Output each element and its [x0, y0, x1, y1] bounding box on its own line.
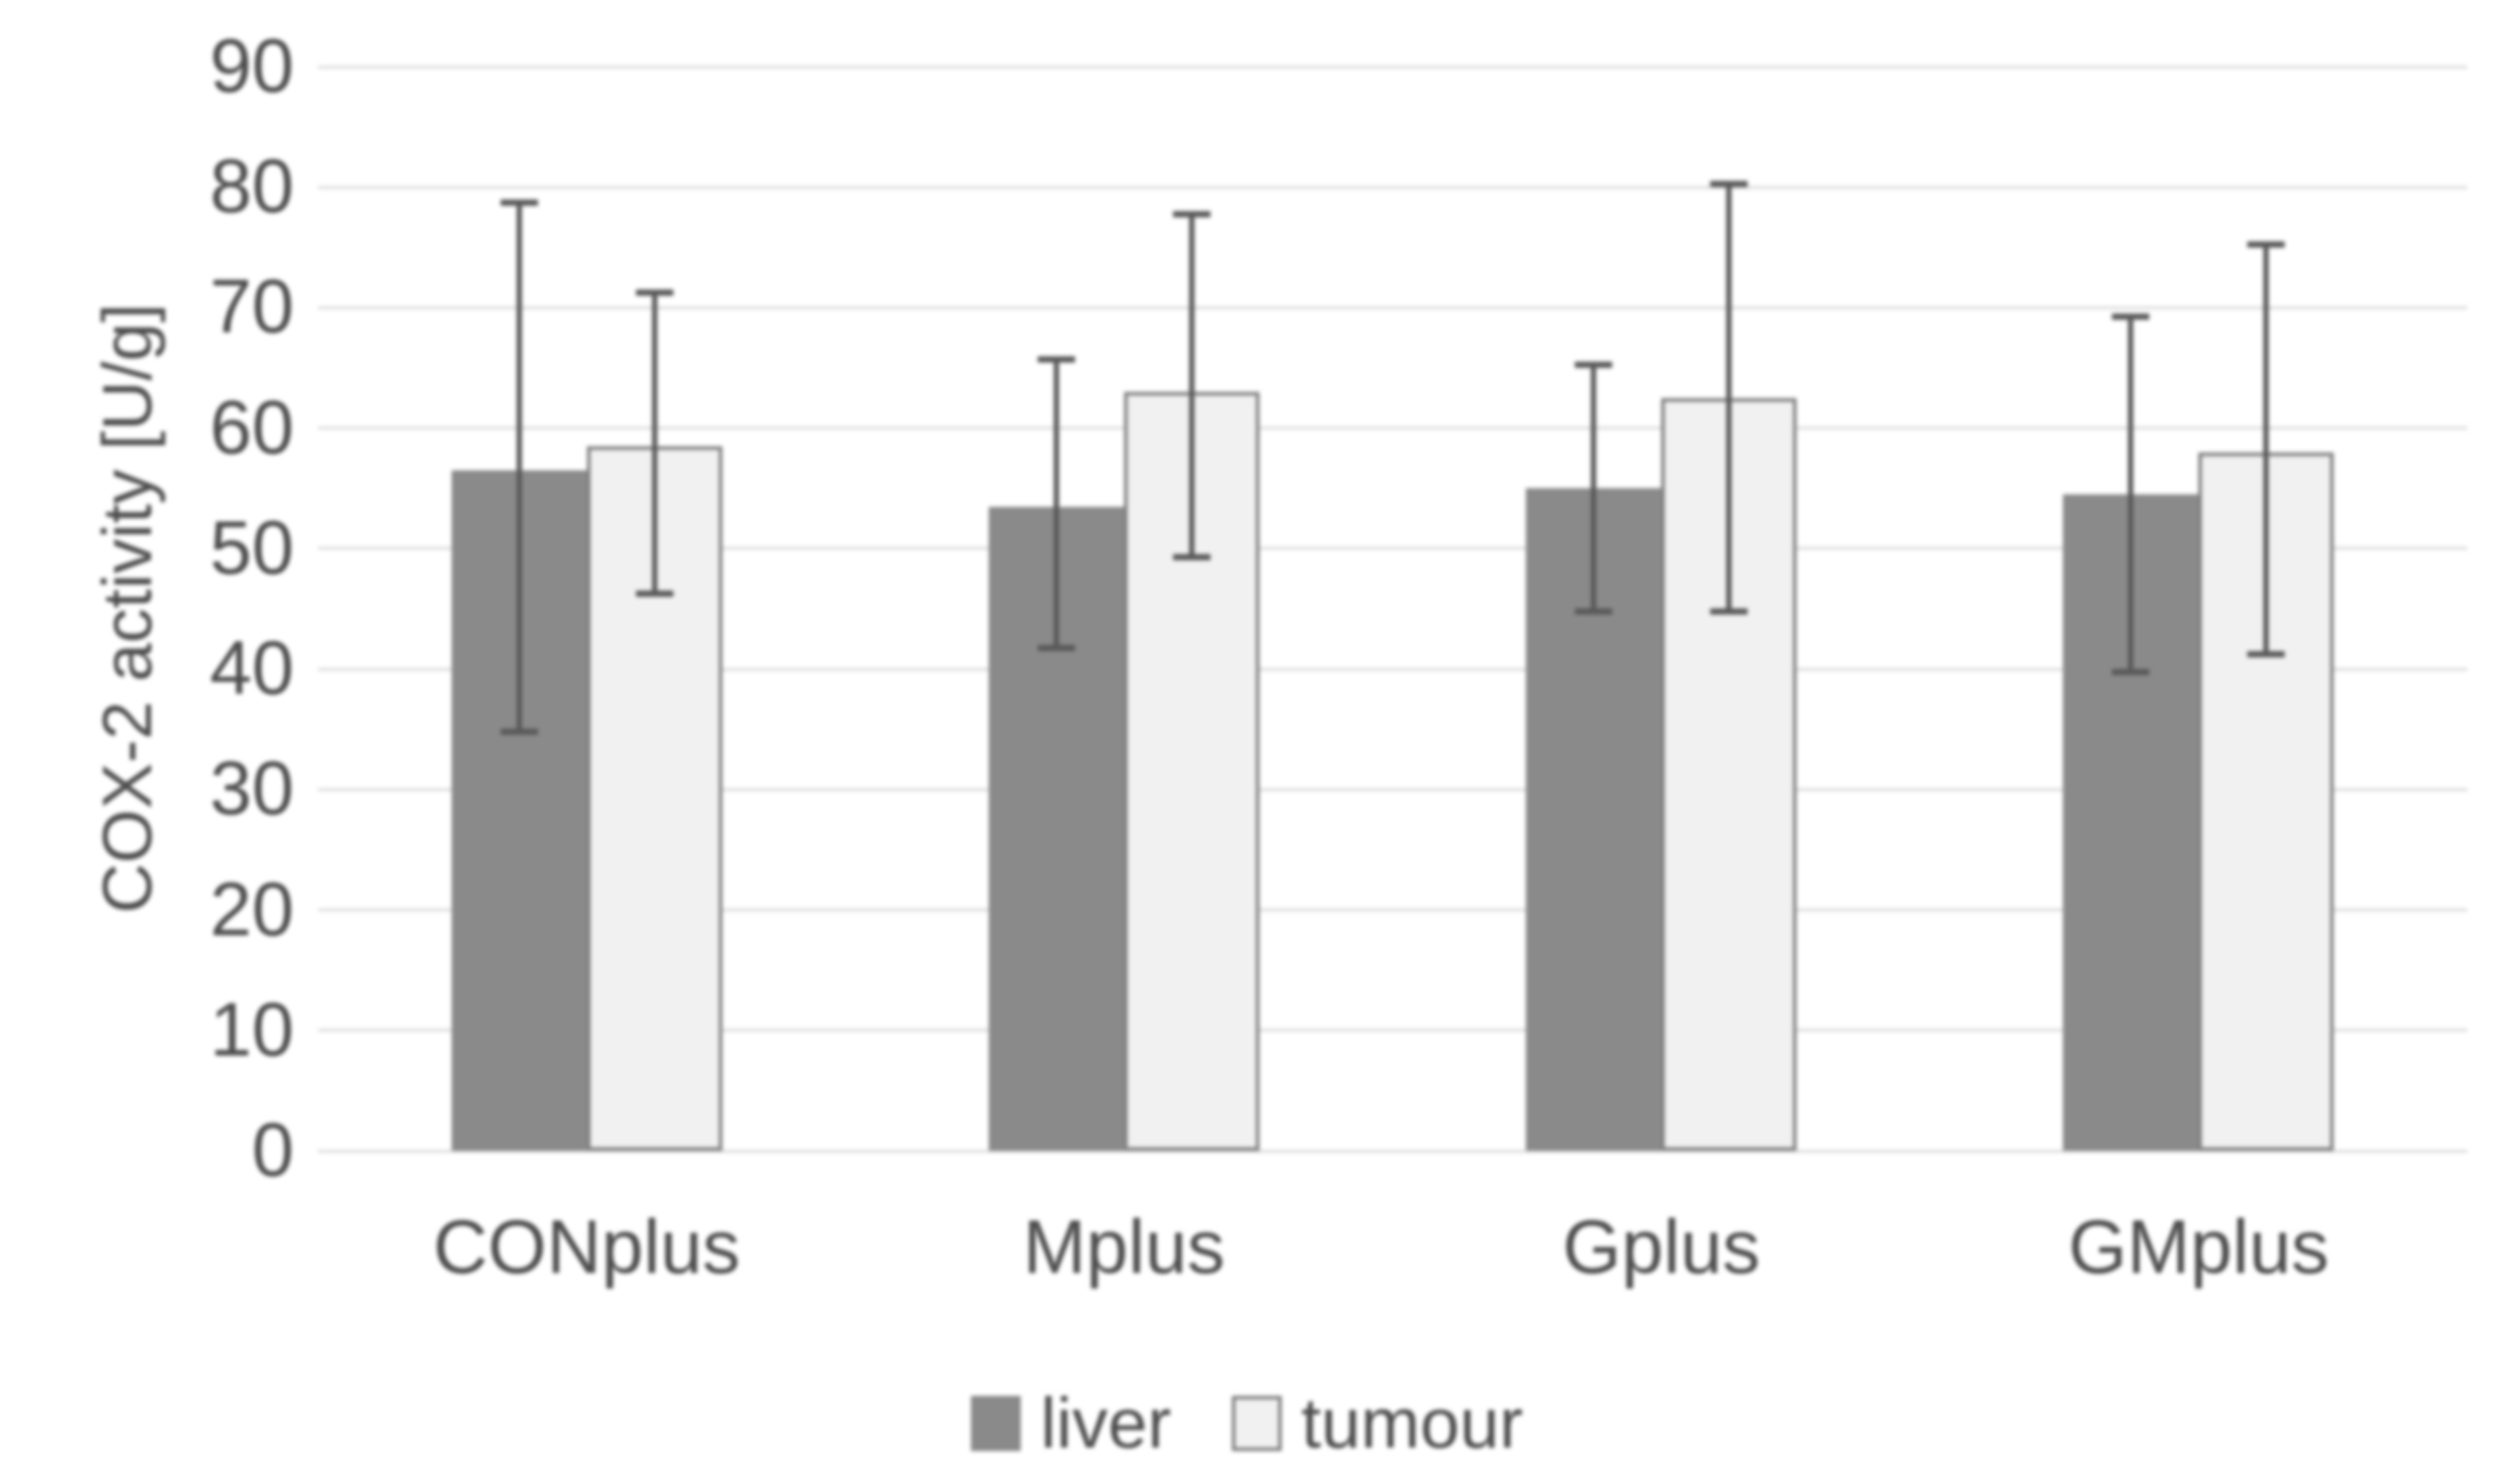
bar-group-conplus: [318, 67, 855, 1151]
error-bar-cap: [2112, 314, 2150, 321]
error-bar-stem: [1591, 362, 1597, 616]
error-bar-tumour-conplus: [635, 289, 673, 597]
error-bar-cap: [1037, 644, 1075, 651]
plot-area: [318, 65, 2467, 1153]
bar-slot-tumour-gplus: [1661, 67, 1797, 1151]
error-bar-cap: [2247, 650, 2286, 657]
error-bar-stem: [1053, 355, 1059, 651]
bar-slot-tumour-conplus: [586, 67, 722, 1151]
legend-label-tumour: tumour: [1300, 1383, 1523, 1463]
error-bar-liver-conplus: [500, 199, 538, 736]
gridline-y-10: [318, 1029, 2467, 1032]
y-tick-label-20: 20: [209, 867, 294, 952]
y-tick-label-0: 0: [251, 1108, 294, 1193]
error-bar-cap: [1037, 355, 1075, 363]
error-bar-stem: [651, 289, 657, 597]
error-bar-cap: [635, 289, 673, 297]
bar-group-gmplus: [1930, 67, 2467, 1151]
bar-slot-liver-conplus: [451, 67, 587, 1151]
error-bar-cap: [1575, 608, 1613, 616]
y-tick-label-10: 10: [209, 987, 294, 1072]
error-bar-cap: [1575, 362, 1613, 369]
bar-slot-liver-gmplus: [2063, 67, 2199, 1151]
legend-item-tumour: tumour: [1231, 1382, 1523, 1464]
legend: liver tumour: [0, 1382, 2494, 1464]
gridline-y-50: [318, 547, 2467, 550]
legend-marker-liver: [971, 1396, 1022, 1451]
gridline-y-30: [318, 787, 2467, 791]
error-bar-cap: [500, 729, 538, 736]
error-bar-stem: [1188, 211, 1194, 561]
bar-slot-tumour-gmplus: [2198, 67, 2335, 1151]
category-label-conplus: CONplus: [433, 1205, 741, 1290]
category-label-gmplus: GMplus: [2067, 1205, 2329, 1290]
error-bar-cap: [1172, 554, 1210, 561]
bar-group-mplus: [855, 67, 1392, 1151]
error-bar-cap: [2112, 668, 2150, 675]
error-bar-tumour-gmplus: [2247, 241, 2286, 657]
gridline-y-0: [318, 1149, 2467, 1153]
y-tick-label-50: 50: [209, 505, 294, 591]
error-bar-stem: [516, 199, 522, 736]
y-tick-label-80: 80: [209, 144, 294, 230]
legend-marker-tumour: [1231, 1396, 1282, 1451]
bar-slot-liver-mplus: [988, 67, 1124, 1151]
error-bar-liver-gplus: [1575, 362, 1613, 616]
gridline-y-40: [318, 667, 2467, 671]
gridline-y-60: [318, 427, 2467, 430]
error-bar-cap: [2247, 241, 2286, 249]
legend-label-liver: liver: [1040, 1383, 1171, 1463]
bar-group-gplus: [1393, 67, 1930, 1151]
category-label-gplus: Gplus: [1562, 1205, 1761, 1290]
bar-slot-liver-gplus: [1526, 67, 1662, 1151]
y-tick-label-40: 40: [209, 626, 294, 712]
y-tick-label-90: 90: [209, 24, 294, 109]
error-bar-cap: [635, 590, 673, 597]
gridline-y-80: [318, 185, 2467, 189]
error-bar-liver-gmplus: [2112, 314, 2150, 675]
error-bar-stem: [2128, 314, 2134, 675]
gridline-y-70: [318, 306, 2467, 309]
error-bar-cap: [1710, 608, 1748, 616]
error-bar-tumour-gplus: [1710, 181, 1748, 616]
error-bar-cap: [1710, 181, 1748, 188]
y-tick-label-60: 60: [209, 385, 294, 470]
gridline-y-90: [318, 65, 2467, 69]
error-bar-stem: [2263, 241, 2270, 657]
error-bar-stem: [1726, 181, 1732, 616]
error-bar-cap: [500, 199, 538, 206]
error-bar-liver-mplus: [1037, 355, 1075, 651]
category-label-mplus: Mplus: [1023, 1205, 1226, 1290]
legend-item-liver: liver: [971, 1382, 1171, 1464]
gridline-y-20: [318, 909, 2467, 912]
bar-slot-tumour-mplus: [1123, 67, 1259, 1151]
y-tick-label-70: 70: [209, 265, 294, 350]
error-bar-cap: [1172, 211, 1210, 218]
y-tick-label-30: 30: [209, 746, 294, 832]
error-bar-tumour-mplus: [1172, 211, 1210, 561]
